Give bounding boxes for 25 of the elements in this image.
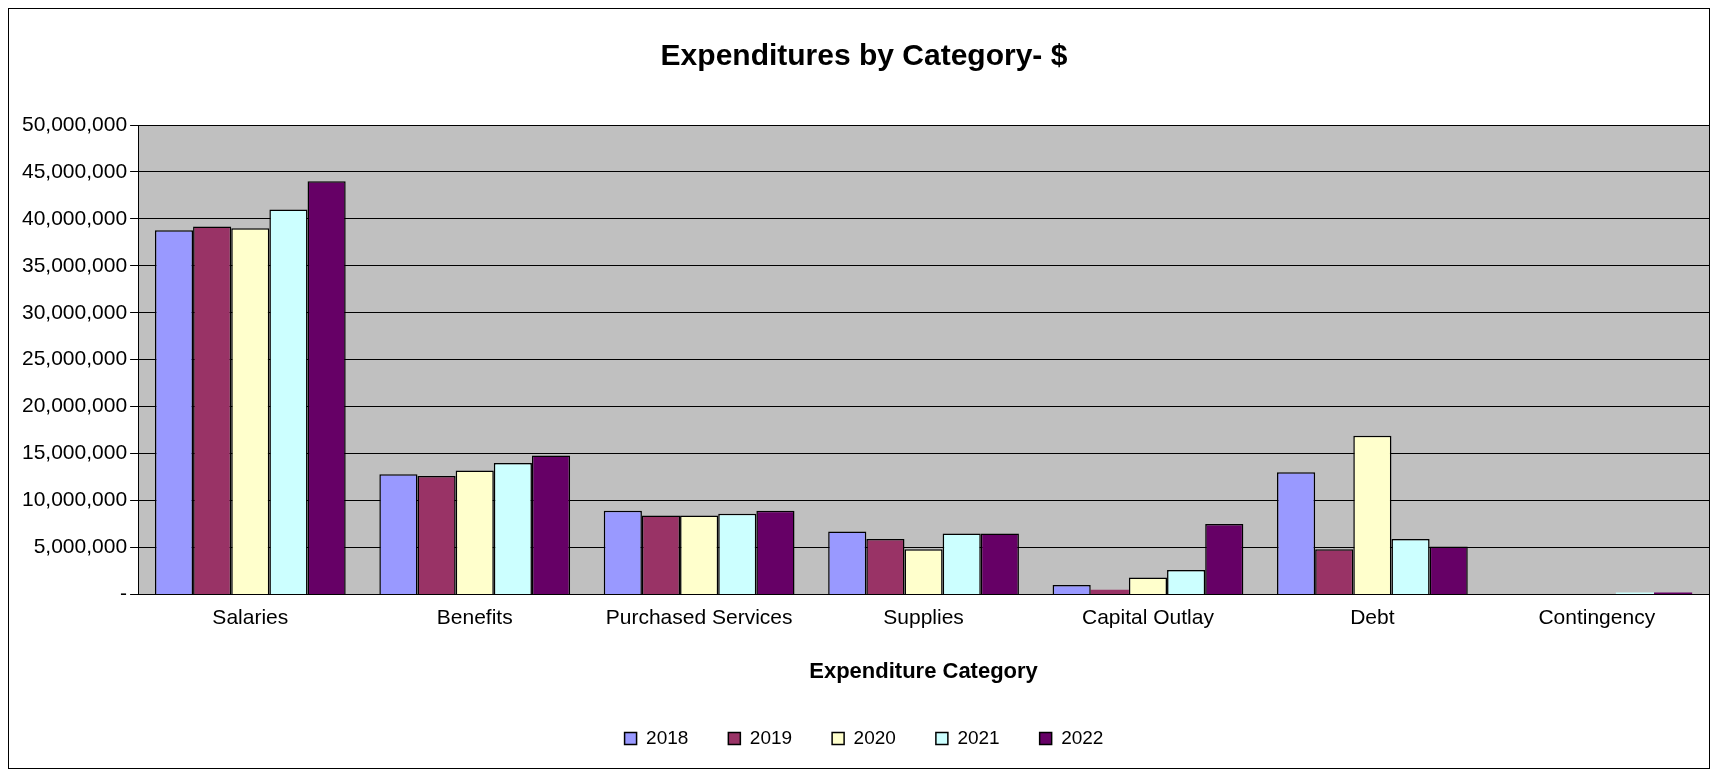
legend-label: 2020: [853, 726, 896, 748]
legend-label: 2018: [646, 726, 689, 748]
legend-label: 2019: [749, 726, 793, 748]
x-tick-label: Contingency: [1538, 604, 1656, 628]
y-tick-label: 40,000,000: [21, 205, 128, 229]
y-tick-label: 35,000,000: [21, 252, 128, 276]
y-tick-label: 10,000,000: [21, 487, 128, 511]
x-tick-label: Debt: [1350, 604, 1395, 628]
x-tick-label: Purchased Services: [605, 604, 793, 628]
y-tick-label: -: [120, 581, 128, 605]
y-tick-label: 45,000,000: [21, 158, 128, 182]
y-tick-label: 30,000,000: [21, 299, 128, 323]
legend-label: 2022: [1061, 726, 1104, 748]
x-tick-label: Salaries: [212, 604, 289, 628]
y-tick-label: 15,000,000: [21, 440, 128, 464]
y-tick-label: 5,000,000: [33, 534, 128, 558]
y-tick-label: 50,000,000: [21, 111, 128, 135]
y-tick-label: 20,000,000: [21, 393, 128, 417]
x-axis-title: Expenditure Category: [809, 657, 1039, 683]
x-tick-label: Capital Outlay: [1082, 604, 1215, 628]
x-tick-label: Benefits: [436, 604, 513, 628]
y-tick-label: 25,000,000: [21, 346, 128, 370]
x-tick-label: Supplies: [883, 604, 964, 628]
chart-title: Expenditures by Category- $: [660, 38, 1068, 72]
legend-label: 2021: [957, 726, 1000, 748]
